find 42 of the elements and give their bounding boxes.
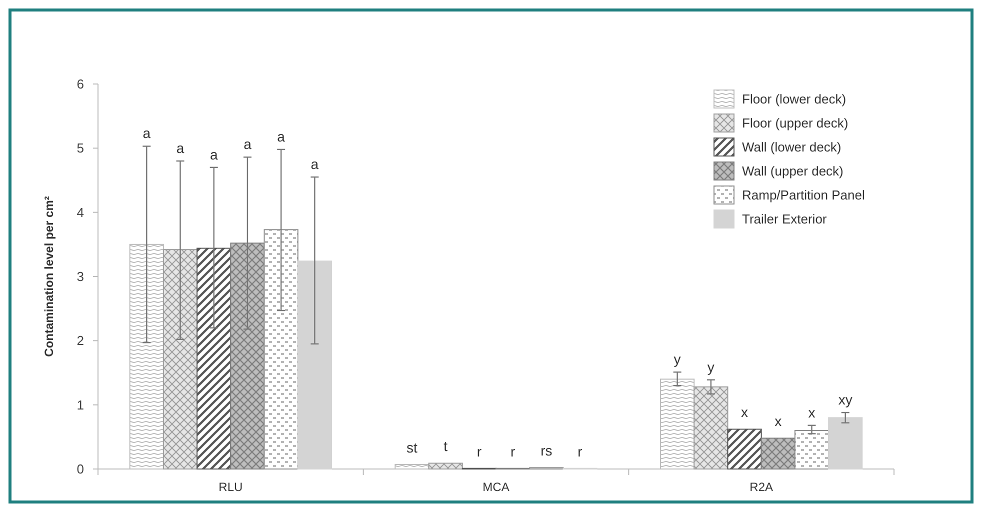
legend-label: Ramp/Partition Panel xyxy=(742,188,865,203)
annotation: a xyxy=(142,125,151,142)
annotation: r xyxy=(510,443,516,460)
bar xyxy=(196,248,232,470)
annotation: r xyxy=(476,443,482,460)
annotation: x xyxy=(741,404,748,420)
annotation: a xyxy=(277,128,286,144)
bar xyxy=(694,386,728,470)
y-tick-label: 6 xyxy=(76,76,84,92)
legend-label: Floor (lower deck) xyxy=(742,92,846,107)
y-tick-label: 1 xyxy=(76,397,84,412)
annotation: a xyxy=(310,156,319,172)
bar xyxy=(162,249,198,470)
annotation: r xyxy=(578,443,583,460)
annotation: xy xyxy=(838,392,852,408)
y-axis-title: Contamination level per cm² xyxy=(42,196,56,357)
legend-label: Floor (upper deck) xyxy=(742,116,848,131)
bar xyxy=(428,462,463,470)
annotation: x xyxy=(774,413,782,430)
y-tick-label: 3 xyxy=(76,269,84,284)
annotation: a xyxy=(244,136,252,152)
annotation: a xyxy=(210,146,218,162)
annotation: x xyxy=(808,404,816,420)
y-tick-label: 2 xyxy=(76,333,84,348)
annotation: rs xyxy=(540,442,552,459)
x-tick-label: R2A xyxy=(750,480,774,494)
annotation: a xyxy=(176,140,184,156)
x-tick-label: RLU xyxy=(218,480,243,494)
annotation: y xyxy=(707,358,714,375)
bar xyxy=(727,428,762,470)
annotation: t xyxy=(444,438,448,454)
x-tick-label: MCA xyxy=(482,480,510,494)
annotation: st xyxy=(406,440,418,456)
y-tick-label: 5 xyxy=(76,140,84,156)
y-tick-label: 0 xyxy=(76,462,84,477)
y-tick-label: 4 xyxy=(76,204,84,220)
annotation: y xyxy=(674,351,681,368)
bar xyxy=(828,417,863,470)
legend-label: Wall (lower deck) xyxy=(742,140,842,155)
bar xyxy=(297,260,332,470)
legend-label: Trailer Exterior xyxy=(742,212,828,227)
legend-label: Wall (upper deck) xyxy=(742,164,844,179)
